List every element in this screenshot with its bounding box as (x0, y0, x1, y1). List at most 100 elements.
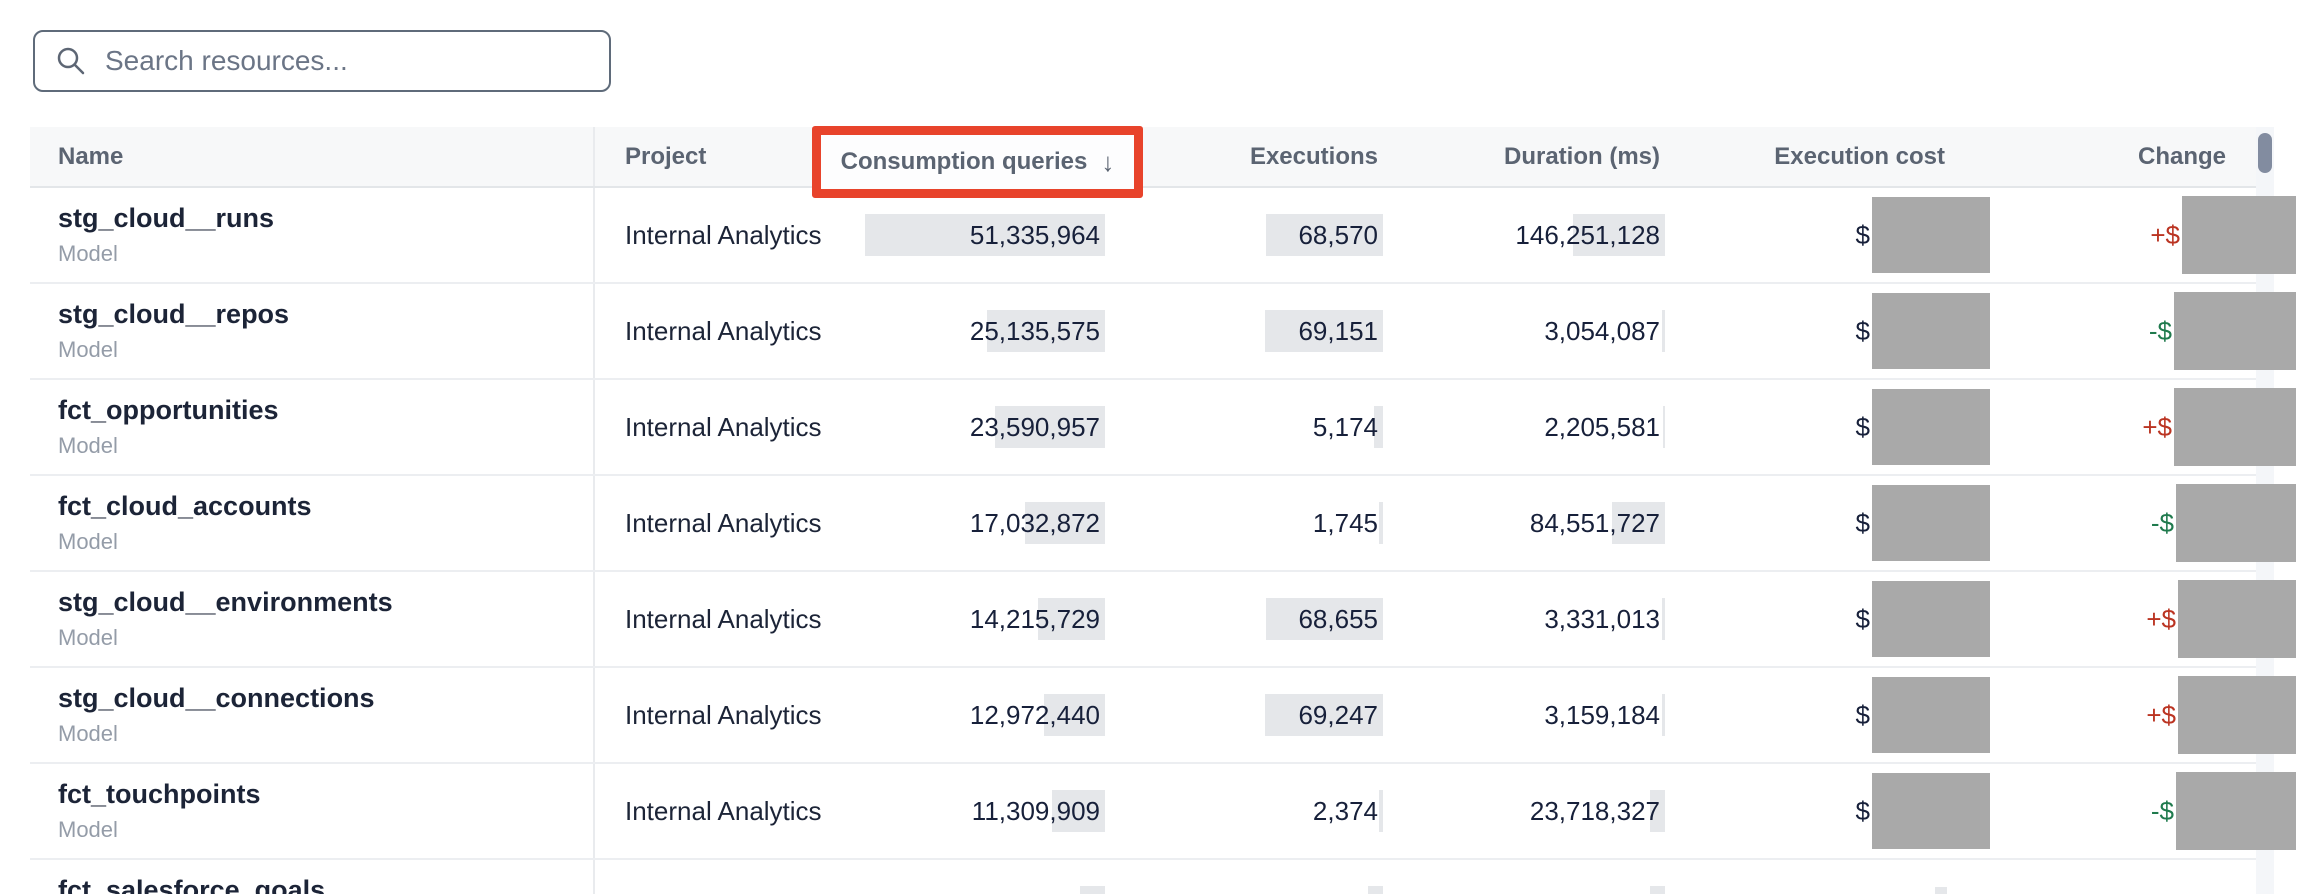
search-box[interactable] (33, 30, 611, 92)
resource-name: fct_touchpoints (58, 779, 261, 809)
data-bar (1052, 790, 1105, 832)
vertical-scrollbar-thumb[interactable] (2258, 133, 2272, 173)
annotation-highlight-box: Consumption queries ↓ (812, 126, 1143, 198)
column-header-executions[interactable]: Executions (1249, 142, 1378, 170)
project-cell: Internal Analytics (625, 795, 822, 826)
table-row[interactable]: fct_salesforce_goals Model Internal Anal… (30, 860, 2256, 894)
redaction-box (1872, 389, 1990, 465)
column-header-execution-cost[interactable]: Execution cost (1774, 142, 1945, 170)
table-row[interactable]: fct_cloud_accounts Model Internal Analyt… (30, 476, 2296, 572)
change-cell: +$ (2015, 668, 2296, 762)
executions-cell: 69,247 (1125, 668, 1405, 762)
resource-name: stg_cloud__connections (58, 683, 375, 713)
execution-cost-cell: $ (1685, 380, 2015, 474)
data-bar (1080, 886, 1105, 894)
resource-name: stg_cloud__runs (58, 203, 275, 233)
project-cell: Internal Analytics (625, 507, 822, 538)
resource-type: Model (58, 241, 118, 266)
redaction-box (2176, 484, 2296, 562)
data-bar (865, 214, 1105, 256)
project-cell: Internal Analytics (625, 411, 822, 442)
duration-cell: 3,054,087 (1405, 284, 1685, 378)
table-row[interactable]: fct_opportunities Model Internal Analyti… (30, 380, 2296, 476)
change-cell (2015, 860, 2256, 894)
resource-type: Model (58, 625, 118, 650)
execution-cost-cell: $ (1685, 668, 2015, 762)
data-bar (1650, 790, 1665, 832)
change-cell: +$ (2015, 188, 2296, 282)
execution-cost-cell: $ (1685, 476, 2015, 570)
column-header-change[interactable]: Change (2137, 142, 2226, 170)
duration-cell: 23,718,327 (1405, 764, 1685, 858)
duration-cell (1405, 860, 1685, 894)
execution-cost-cell: $ (1685, 764, 2015, 858)
data-bar (1379, 790, 1383, 832)
table-row[interactable]: stg_cloud__repos Model Internal Analytic… (30, 284, 2296, 380)
execution-cost-cell: $ (1685, 188, 2015, 282)
column-header-project[interactable]: Project (625, 142, 707, 170)
change-sign: +$ (2146, 699, 2176, 730)
change-sign: +$ (2150, 219, 2180, 250)
redaction-box (2182, 196, 2296, 274)
data-bar (987, 310, 1105, 352)
duration-cell: 3,159,184 (1405, 668, 1685, 762)
change-sign: +$ (2142, 411, 2172, 442)
resource-name: fct_salesforce_goals (58, 875, 326, 894)
redaction-box (1872, 581, 1990, 657)
resource-type: Model (58, 529, 118, 554)
cost-currency-sign: $ (1855, 603, 1870, 634)
cost-currency-sign: $ (1855, 315, 1870, 346)
column-header-name[interactable]: Name (30, 127, 595, 186)
column-header-duration[interactable]: Duration (ms) (1504, 142, 1660, 170)
resource-type: Model (58, 817, 118, 842)
duration-cell: 3,331,013 (1405, 572, 1685, 666)
change-cell: +$ (2015, 380, 2296, 474)
cost-currency-sign: $ (1855, 795, 1870, 826)
search-input[interactable] (103, 44, 609, 78)
executions-cell: 68,655 (1125, 572, 1405, 666)
executions-cell: 5,174 (1125, 380, 1405, 474)
resource-name: stg_cloud__environments (58, 587, 393, 617)
column-header-consumption-queries-label[interactable]: Consumption queries (840, 148, 1088, 175)
data-bar (1044, 694, 1105, 736)
data-bar (1025, 502, 1105, 544)
table-row[interactable]: stg_cloud__connections Model Internal An… (30, 668, 2296, 764)
change-sign: -$ (2148, 315, 2172, 346)
data-bar (1265, 694, 1383, 736)
change-sign: -$ (2150, 507, 2174, 538)
data-bar (1663, 406, 1665, 448)
data-bar (1379, 502, 1383, 544)
consumption-queries-cell: 23,590,957 (835, 380, 1125, 474)
redaction-box (2178, 676, 2296, 754)
executions-cell: 2,374 (1125, 764, 1405, 858)
consumption-queries-cell: 11,309,909 (835, 764, 1125, 858)
resource-type: Model (58, 337, 118, 362)
data-bar (1038, 598, 1105, 640)
resource-name: fct_cloud_accounts (58, 491, 312, 521)
cost-currency-sign: $ (1855, 507, 1870, 538)
data-bar (1265, 310, 1383, 352)
change-cell: +$ (2015, 572, 2296, 666)
redaction-box (2176, 772, 2296, 850)
redaction-box (2174, 388, 2296, 466)
project-cell: Internal Analytics (625, 219, 822, 250)
data-bar (1662, 310, 1665, 352)
table-row[interactable]: fct_touchpoints Model Internal Analytics… (30, 764, 2296, 860)
executions-cell: 68,570 (1125, 188, 1405, 282)
table-row[interactable]: stg_cloud__runs Model Internal Analytics… (30, 188, 2296, 284)
cost-currency-sign: $ (1855, 411, 1870, 442)
redaction-box (2178, 580, 2296, 658)
data-bar (1650, 886, 1665, 894)
project-cell: Internal Analytics (595, 860, 835, 894)
resource-name: fct_opportunities (58, 395, 279, 425)
redaction-box (1872, 485, 1990, 561)
data-bar (1662, 694, 1665, 736)
table-row[interactable]: stg_cloud__environments Model Internal A… (30, 572, 2296, 668)
search-icon (57, 47, 85, 75)
execution-cost-cell (1685, 860, 2015, 894)
consumption-queries-cell (835, 860, 1125, 894)
cost-currency-sign: $ (1855, 219, 1870, 250)
duration-cell: 146,251,128 (1405, 188, 1685, 282)
executions-cell: 1,745 (1125, 476, 1405, 570)
